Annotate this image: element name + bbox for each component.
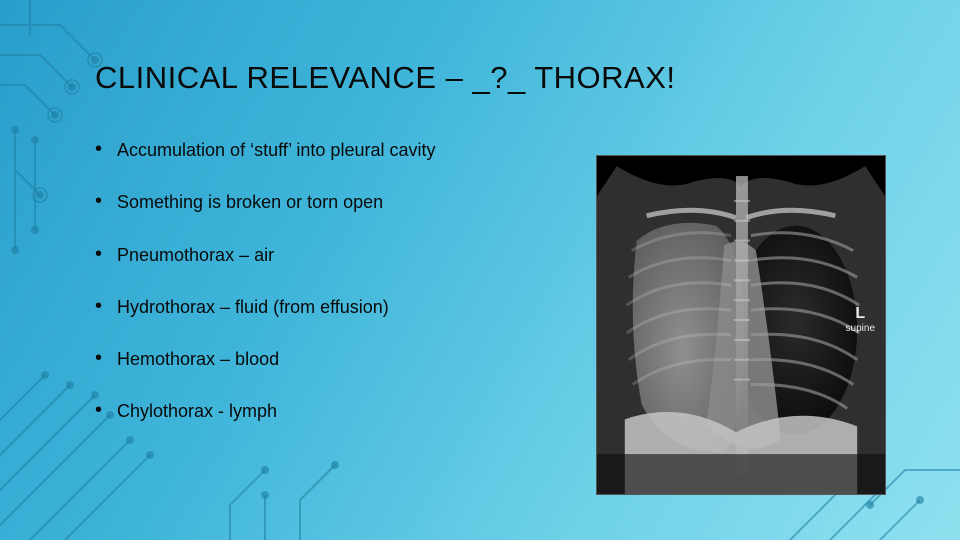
list-item: Chylothorax - lymph bbox=[95, 399, 565, 423]
marker-sub: supine bbox=[846, 323, 875, 334]
xray-side-marker: L supine bbox=[846, 304, 875, 335]
list-item: Hemothorax – blood bbox=[95, 347, 565, 371]
bullet-list: Accumulation of ‘stuff’ into pleural cav… bbox=[95, 138, 565, 424]
chest-xray-image: L supine bbox=[596, 155, 886, 495]
list-item: Something is broken or torn open bbox=[95, 190, 565, 214]
xray-svg bbox=[597, 156, 885, 494]
marker-L: L bbox=[846, 304, 875, 323]
slide: CLINICAL RELEVANCE – _?_ THORAX! Accumul… bbox=[0, 0, 960, 540]
list-item: Pneumothorax – air bbox=[95, 243, 565, 267]
list-item: Accumulation of ‘stuff’ into pleural cav… bbox=[95, 138, 565, 162]
list-item: Hydrothorax – fluid (from effusion) bbox=[95, 295, 565, 319]
slide-title: CLINICAL RELEVANCE – _?_ THORAX! bbox=[95, 60, 870, 96]
